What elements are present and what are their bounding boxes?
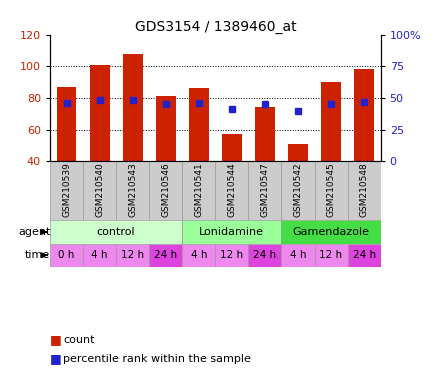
Text: GSM210547: GSM210547	[260, 162, 269, 217]
Bar	[248, 161, 281, 220]
Bar	[116, 243, 149, 267]
Bar	[314, 243, 347, 267]
Bar	[149, 243, 182, 267]
Bar	[281, 220, 380, 243]
Bar	[56, 87, 76, 161]
Text: 12 h: 12 h	[319, 250, 342, 260]
Text: count: count	[63, 335, 94, 345]
Bar	[215, 243, 248, 267]
Bar	[314, 161, 347, 220]
Bar	[116, 161, 149, 220]
Bar	[122, 53, 142, 161]
Bar	[347, 161, 380, 220]
Text: 12 h: 12 h	[220, 250, 243, 260]
Text: 4 h: 4 h	[91, 250, 108, 260]
Title: GDS3154 / 1389460_at: GDS3154 / 1389460_at	[134, 20, 296, 33]
Text: GSM210548: GSM210548	[359, 162, 368, 217]
Bar	[320, 82, 340, 161]
Bar	[287, 144, 307, 161]
Bar	[182, 161, 215, 220]
Text: GSM210545: GSM210545	[326, 162, 335, 217]
Bar	[50, 243, 83, 267]
Text: GSM210544: GSM210544	[227, 162, 236, 217]
Text: GSM210540: GSM210540	[95, 162, 104, 217]
Text: Lonidamine: Lonidamine	[199, 227, 264, 237]
Text: 24 h: 24 h	[253, 250, 276, 260]
Text: 24 h: 24 h	[154, 250, 177, 260]
Bar	[50, 220, 182, 243]
Text: percentile rank within the sample: percentile rank within the sample	[63, 354, 250, 364]
Bar	[89, 65, 109, 161]
Bar	[221, 134, 241, 161]
Text: 4 h: 4 h	[289, 250, 306, 260]
Text: GSM210539: GSM210539	[62, 162, 71, 217]
Text: GSM210543: GSM210543	[128, 162, 137, 217]
Bar	[155, 96, 175, 161]
Bar	[254, 108, 274, 161]
Bar	[188, 88, 208, 161]
Bar	[182, 243, 215, 267]
Bar	[215, 161, 248, 220]
Text: GSM210542: GSM210542	[293, 162, 302, 217]
Text: 4 h: 4 h	[190, 250, 207, 260]
Bar	[281, 161, 314, 220]
Text: 0 h: 0 h	[58, 250, 75, 260]
Text: GSM210546: GSM210546	[161, 162, 170, 217]
Bar	[347, 243, 380, 267]
Text: GSM210541: GSM210541	[194, 162, 203, 217]
Text: 12 h: 12 h	[121, 250, 144, 260]
Text: 24 h: 24 h	[352, 250, 375, 260]
Bar	[281, 243, 314, 267]
Bar	[182, 220, 281, 243]
Bar	[50, 161, 83, 220]
Text: time: time	[25, 250, 50, 260]
Text: Gamendazole: Gamendazole	[292, 227, 369, 237]
Bar	[353, 70, 373, 161]
Text: agent: agent	[18, 227, 50, 237]
Bar	[83, 243, 116, 267]
Bar	[248, 243, 281, 267]
Bar	[83, 161, 116, 220]
Text: ■: ■	[50, 353, 62, 366]
Bar	[149, 161, 182, 220]
Text: control: control	[97, 227, 135, 237]
Text: ■: ■	[50, 333, 62, 346]
